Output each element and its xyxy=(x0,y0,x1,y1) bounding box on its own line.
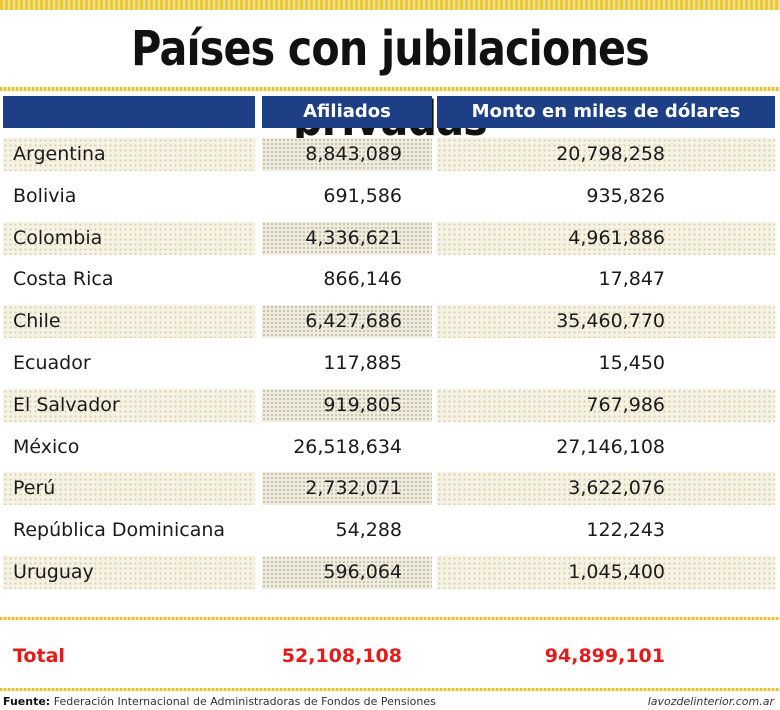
monto-cell: 20,798,258 xyxy=(437,138,775,171)
monto-cell: 4,961,886 xyxy=(437,221,775,255)
monto-cell: 17,847 xyxy=(598,268,665,291)
monto-cell: 767,986 xyxy=(437,388,775,422)
table-row: El Salvador 919,805 767,986 xyxy=(0,385,780,427)
header-country xyxy=(3,96,255,128)
afiliados-cell: 6,427,686 xyxy=(262,305,432,339)
afiliados-cell: 596,064 xyxy=(262,555,432,589)
country-cell: Colombia xyxy=(3,221,255,255)
country-cell: República Dominicana xyxy=(13,519,226,542)
table-row: Ecuador 117,885 15,450 xyxy=(0,343,780,385)
table-row: Chile 6,427,686 35,460,770 xyxy=(0,301,780,343)
table-row: República Dominicana 54,288 122,243 xyxy=(0,510,780,552)
table-row: Perú 2,732,071 3,622,076 xyxy=(0,468,780,510)
credit-text: lavozdelinterior.com.ar xyxy=(647,695,774,708)
monto-cell: 122,243 xyxy=(586,519,665,542)
total-divider xyxy=(0,617,780,620)
source-note: Fuente: Federación Internacional de Admi… xyxy=(3,694,436,710)
table-header: Afiliados Monto en miles de dólares xyxy=(0,96,780,128)
footer-divider xyxy=(0,688,780,691)
table-row: Costa Rica 866,146 17,847 xyxy=(0,259,780,301)
source-label: Fuente: xyxy=(3,695,51,708)
monto-cell: 27,146,108 xyxy=(556,435,665,458)
country-cell: Chile xyxy=(3,305,255,339)
source-text: Federación Internacional de Administrado… xyxy=(53,695,436,708)
top-decorative-bar xyxy=(0,0,780,10)
monto-cell: 1,045,400 xyxy=(437,555,775,589)
table-row: México 26,518,634 27,146,108 xyxy=(0,427,780,469)
total-row: Total 52,108,108 94,899,101 xyxy=(0,638,780,674)
table-row: Colombia 4,336,621 4,961,886 xyxy=(0,218,780,260)
page-title: Países con jubilaciones privadas xyxy=(131,21,650,147)
afiliados-cell: 8,843,089 xyxy=(262,138,432,171)
monto-cell: 15,450 xyxy=(598,351,665,374)
afiliados-cell: 117,885 xyxy=(323,351,402,374)
country-cell: Argentina xyxy=(3,138,255,171)
country-cell: México xyxy=(13,435,80,458)
country-cell: Ecuador xyxy=(13,351,91,374)
monto-cell: 3,622,076 xyxy=(437,472,775,506)
total-monto: 94,899,101 xyxy=(544,645,665,667)
afiliados-cell: 26,518,634 xyxy=(293,435,402,458)
total-label: Total xyxy=(13,645,65,667)
table-row: Uruguay 596,064 1,045,400 xyxy=(0,552,780,594)
table-body: Argentina 8,843,089 20,798,258 Bolivia 6… xyxy=(0,134,780,594)
country-cell: Costa Rica xyxy=(13,268,114,291)
country-cell: Perú xyxy=(3,472,255,506)
afiliados-cell: 691,586 xyxy=(323,184,402,207)
country-cell: El Salvador xyxy=(3,388,255,422)
table-row: Bolivia 691,586 935,826 xyxy=(0,176,780,218)
country-cell: Uruguay xyxy=(3,555,255,589)
footer: Fuente: Federación Internacional de Admi… xyxy=(0,694,780,710)
total-afiliados: 52,108,108 xyxy=(281,645,402,667)
afiliados-cell: 4,336,621 xyxy=(262,221,432,255)
afiliados-cell: 54,288 xyxy=(335,519,402,542)
afiliados-cell: 2,732,071 xyxy=(262,472,432,506)
monto-cell: 35,460,770 xyxy=(437,305,775,339)
table-row: Argentina 8,843,089 20,798,258 xyxy=(0,134,780,176)
header-afiliados: Afiliados xyxy=(262,96,432,128)
monto-cell: 935,826 xyxy=(586,184,665,207)
afiliados-cell: 866,146 xyxy=(323,268,402,291)
title-divider xyxy=(0,87,780,91)
header-monto: Monto en miles de dólares xyxy=(437,96,775,128)
afiliados-cell: 919,805 xyxy=(262,388,432,422)
country-cell: Bolivia xyxy=(13,184,77,207)
